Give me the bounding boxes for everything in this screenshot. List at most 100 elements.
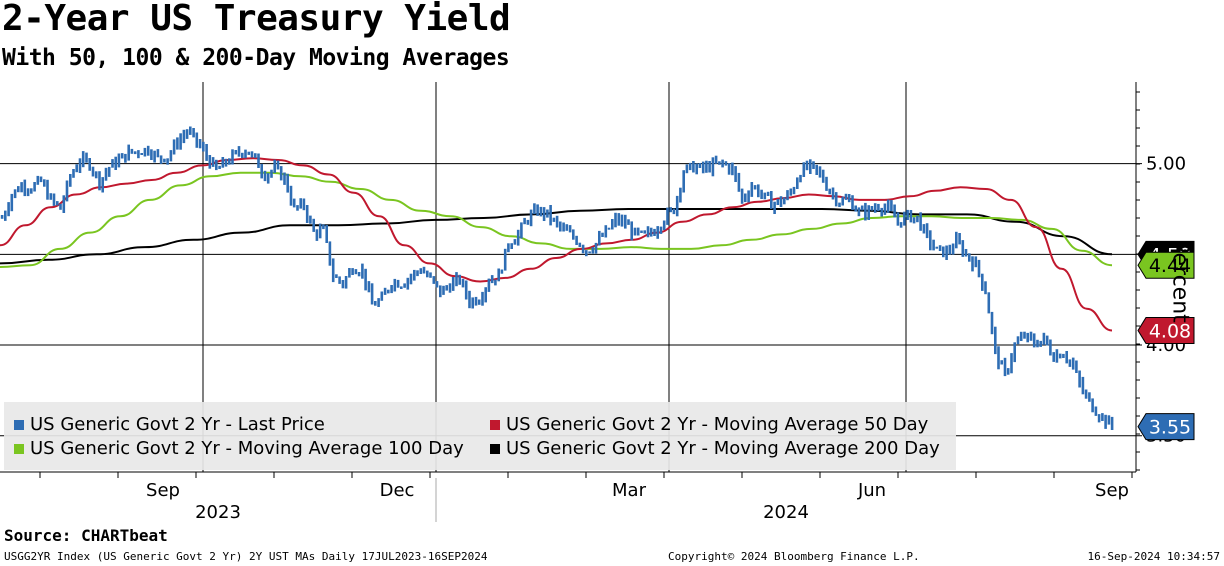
price-bar <box>461 278 465 288</box>
price-bar <box>328 241 332 266</box>
price-bar <box>344 276 348 289</box>
price-bar <box>195 132 199 148</box>
price-bar <box>114 156 117 170</box>
price-bar <box>406 277 410 290</box>
price-bar <box>341 280 345 289</box>
price-bar <box>33 182 36 192</box>
price-bar <box>52 193 56 206</box>
price-bar <box>516 229 520 246</box>
price-bar <box>552 217 556 222</box>
price-bar <box>815 164 818 175</box>
price-bar <box>789 188 793 196</box>
price-bar <box>403 283 406 288</box>
price-bar <box>224 158 228 167</box>
price-bar <box>487 278 491 292</box>
price-bar <box>189 126 192 135</box>
legend-item-price: US Generic Govt 2 Yr - Last Price <box>14 414 325 435</box>
price-bar <box>929 230 932 251</box>
price-bar <box>309 215 312 224</box>
price-bar <box>750 182 754 197</box>
price-bar <box>809 159 812 174</box>
price-bar <box>305 205 309 223</box>
price-bar <box>1023 331 1026 339</box>
price-bar <box>250 151 254 158</box>
price-bar <box>909 210 913 223</box>
price-bar <box>591 247 595 254</box>
y-axis-label: Percent <box>1167 240 1193 323</box>
price-bar <box>202 141 205 152</box>
price-bar <box>1088 392 1091 402</box>
price-bar <box>724 161 728 166</box>
price-bar <box>266 173 270 184</box>
price-bar <box>390 285 393 294</box>
price-bar <box>43 179 46 187</box>
price-bar <box>39 176 43 183</box>
price-bar <box>422 266 426 274</box>
price-bar <box>445 285 448 291</box>
price-bar <box>503 248 507 271</box>
price-bar <box>919 212 922 231</box>
price-bar <box>283 172 286 185</box>
price-bar <box>146 145 150 156</box>
price-bar <box>56 201 59 206</box>
price-bar <box>740 188 744 204</box>
price-bar <box>662 220 666 230</box>
price-bar <box>312 218 315 232</box>
price-bar <box>948 244 952 255</box>
price-bar <box>847 194 851 203</box>
price-bar <box>377 298 380 307</box>
price-bar <box>523 217 526 225</box>
last-value-tag-price-text: 3.55 <box>1149 417 1191 439</box>
legend-label-ma100: US Generic Govt 2 Yr - Moving Average 10… <box>30 438 464 459</box>
price-bar <box>279 166 283 181</box>
price-bar <box>753 185 757 190</box>
source-note: Source: CHARTbeat <box>4 526 168 545</box>
legend-label-ma200: US Generic Govt 2 Yr - Moving Average 20… <box>506 438 940 459</box>
price-bar <box>799 174 802 183</box>
price-bar <box>1097 414 1101 423</box>
price-bar <box>958 233 961 245</box>
price-bar <box>880 207 883 217</box>
legend-swatch-price <box>14 419 24 430</box>
price-bar <box>766 191 770 196</box>
price-bar <box>1006 368 1010 375</box>
price-bar <box>961 240 965 257</box>
price-bar <box>643 230 646 234</box>
price-bar <box>867 205 870 220</box>
price-bar <box>542 207 546 221</box>
price-bar <box>185 129 189 139</box>
price-bar <box>497 268 500 282</box>
price-bar <box>607 227 611 230</box>
price-bar <box>117 153 121 168</box>
price-bar <box>474 296 478 306</box>
price-bar <box>1107 415 1111 425</box>
price-bar <box>1036 339 1039 348</box>
price-bar <box>432 276 436 284</box>
x-year-label-1: 2024 <box>763 502 809 523</box>
price-bar <box>977 259 981 278</box>
price-bar <box>951 243 955 255</box>
price-bar <box>539 206 543 217</box>
price-bar <box>536 204 539 216</box>
price-bar <box>286 173 289 193</box>
price-bar <box>247 151 251 155</box>
price-bar <box>396 279 400 288</box>
price-bar <box>675 195 679 217</box>
price-bar <box>714 155 718 164</box>
price-bar <box>331 258 335 283</box>
x-tick-label-3: Jun <box>857 480 886 501</box>
price-bar <box>779 196 783 207</box>
price-bar <box>276 160 280 170</box>
price-bar <box>133 151 137 155</box>
chart-title: 2-Year US Treasury Yield <box>2 0 511 39</box>
price-bar <box>559 221 562 232</box>
price-bar <box>955 231 958 249</box>
price-bar <box>757 184 760 198</box>
price-bar <box>640 230 643 233</box>
y-tick-label-3: 5.00 <box>1146 154 1186 175</box>
price-bar <box>669 207 672 213</box>
price-bar <box>896 212 900 226</box>
price-bar <box>335 274 338 278</box>
price-bar <box>770 191 773 209</box>
price-bar <box>17 186 20 193</box>
